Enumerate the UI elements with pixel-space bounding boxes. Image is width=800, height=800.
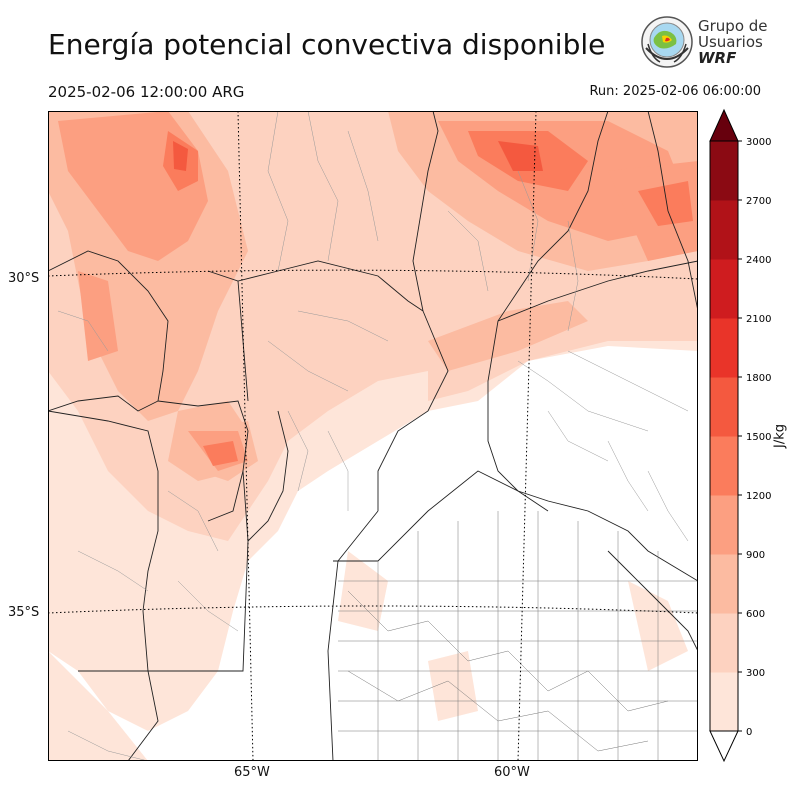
department-boundaries bbox=[57, 111, 689, 761]
colorbar-tick-label: 3000 bbox=[746, 137, 771, 148]
wrf-logo: Grupo de Usuarios WRF bbox=[638, 14, 768, 72]
run-time: Run: 2025-02-06 06:00:00 bbox=[589, 84, 761, 99]
valid-time: 2025-02-06 12:00:00 ARG bbox=[48, 83, 245, 101]
colorbar-segment bbox=[710, 259, 738, 319]
lat-label-30s: 30°S bbox=[8, 271, 40, 286]
colorbar-unit: J/kg bbox=[772, 424, 788, 448]
colorbar-tick-label: 1200 bbox=[746, 491, 771, 502]
colorbar-ticks: 0 300 600 900 1200 1500 1800 2100 2400 2700 3000 bbox=[738, 137, 771, 738]
cape-fill-level-6 bbox=[173, 141, 543, 171]
colorbar-tick-label: 2400 bbox=[746, 255, 771, 266]
colorbar-tick-label: 600 bbox=[746, 609, 765, 620]
colorbar-tick-label: 300 bbox=[746, 668, 765, 679]
lat-label-35s: 35°S bbox=[8, 605, 40, 620]
cape-map bbox=[48, 111, 698, 761]
logo-line3: WRF bbox=[698, 49, 737, 67]
colorbar-segment bbox=[710, 613, 738, 673]
colorbar-tick-label: 1500 bbox=[746, 432, 771, 443]
lon-label-65w: 65°W bbox=[234, 765, 270, 780]
graticule bbox=[48, 111, 698, 761]
colorbar: 0 300 600 900 1200 1500 1800 2100 2400 2700 3000 bbox=[709, 108, 771, 763]
colorbar-extend-max bbox=[709, 108, 739, 142]
colorbar-segments bbox=[709, 108, 739, 763]
logo-line2: Usuarios bbox=[698, 33, 763, 51]
colorbar-tick-label: 2100 bbox=[746, 314, 771, 325]
logo-line1: Grupo de bbox=[698, 17, 768, 35]
page-title: Energía potencial convectiva disponible bbox=[48, 28, 606, 61]
admin-boundaries bbox=[48, 111, 698, 761]
colorbar-segment bbox=[710, 200, 738, 260]
colorbar-tick-label: 0 bbox=[746, 727, 752, 738]
colorbar-extend-min bbox=[709, 730, 739, 763]
colorbar-segment bbox=[710, 554, 738, 614]
colorbar-segment bbox=[710, 436, 738, 496]
colorbar-segment bbox=[710, 377, 738, 437]
colorbar-tick-label: 2700 bbox=[746, 196, 771, 207]
colorbar-segment bbox=[710, 141, 738, 201]
colorbar-tick-label: 900 bbox=[746, 550, 765, 561]
colorbar-segment bbox=[710, 672, 738, 732]
colorbar-segment bbox=[710, 318, 738, 378]
colorbar-segment bbox=[710, 495, 738, 555]
globe-icon bbox=[641, 16, 693, 68]
colorbar-tick-label: 1800 bbox=[746, 373, 771, 384]
buenos-aires-partidos bbox=[338, 511, 698, 761]
lon-label-60w: 60°W bbox=[494, 765, 530, 780]
coastline bbox=[607, 550, 698, 652]
